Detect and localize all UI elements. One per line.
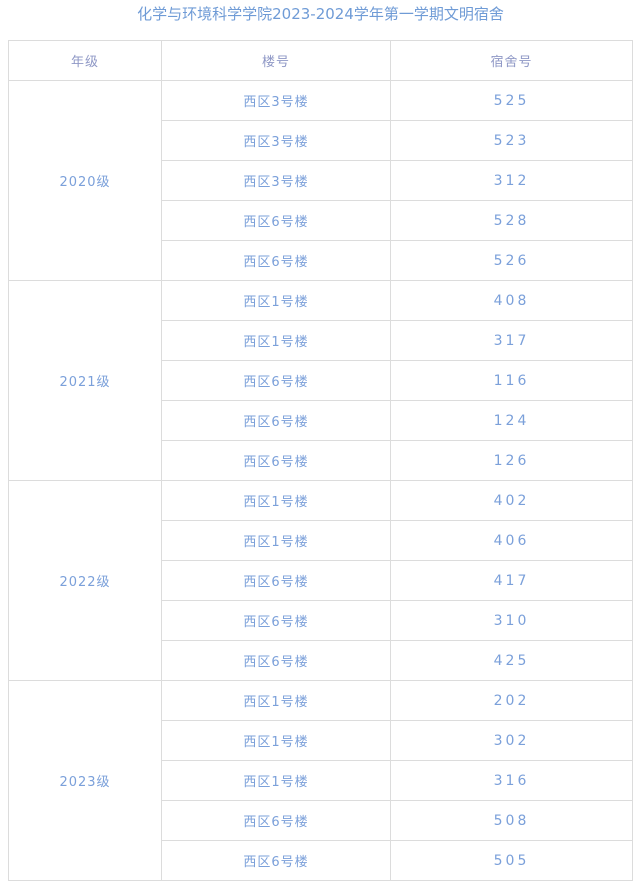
building-cell: 西区6号楼 [161, 360, 391, 401]
table-row: 西区6号楼 526 [9, 240, 633, 281]
room-cell: 202 [390, 680, 633, 721]
header-room: 宿舍号 [390, 40, 633, 81]
grade-cell: 2021级 [8, 280, 162, 481]
building-cell: 西区1号楼 [161, 280, 391, 321]
room-cell: 310 [390, 600, 633, 641]
building-cell: 西区1号楼 [161, 320, 391, 361]
room-cell: 523 [390, 120, 633, 161]
table-row: 2020级 西区3号楼 525 [8, 80, 633, 281]
room-cell: 408 [390, 280, 633, 321]
building-cell: 西区1号楼 [161, 480, 391, 521]
table-row: 西区6号楼 116 [9, 360, 633, 401]
grade-cell: 2020级 [8, 80, 162, 281]
grade-cell: 2023级 [8, 680, 162, 881]
table-row: 西区6号楼 310 [9, 600, 633, 641]
building-cell: 西区6号楼 [161, 800, 391, 841]
building-cell: 西区3号楼 [161, 120, 391, 161]
page-title: 化学与环境科学学院2023-2024学年第一学期文明宿舍 [137, 5, 504, 23]
room-cell: 417 [390, 560, 633, 601]
building-cell: 西区6号楼 [161, 640, 391, 681]
table-row: 西区3号楼 312 [9, 160, 633, 201]
room-cell: 402 [390, 480, 633, 521]
table-row: 西区6号楼 124 [9, 400, 633, 441]
table-header-row: 年级 楼号 宿舍号 [8, 40, 633, 81]
building-cell: 西区1号楼 [161, 760, 391, 801]
room-cell: 126 [390, 440, 633, 481]
table-row: 西区1号楼 302 [9, 720, 633, 761]
room-cell: 505 [390, 840, 633, 881]
room-cell: 124 [390, 400, 633, 441]
table-row: 西区1号楼 406 [9, 520, 633, 561]
building-cell: 西区1号楼 [161, 520, 391, 561]
building-cell: 西区1号楼 [161, 720, 391, 761]
table-row: 2021级 西区1号楼 408 [8, 280, 633, 481]
table-row: 西区6号楼 126 [9, 440, 633, 481]
table-row: 西区6号楼 528 [9, 200, 633, 241]
building-cell: 西区6号楼 [161, 200, 391, 241]
table-row: 西区6号楼 505 [9, 840, 633, 881]
building-cell: 西区3号楼 [161, 160, 391, 201]
grade-cell: 2022级 [8, 480, 162, 681]
building-cell: 西区6号楼 [161, 440, 391, 481]
header-grade: 年级 [8, 40, 162, 81]
table-row: 西区6号楼 417 [9, 560, 633, 601]
building-cell: 西区6号楼 [161, 240, 391, 281]
room-cell: 316 [390, 760, 633, 801]
room-cell: 116 [390, 360, 633, 401]
building-cell: 西区6号楼 [161, 400, 391, 441]
header-building: 楼号 [161, 40, 391, 81]
building-cell: 西区6号楼 [161, 840, 391, 881]
table-row: 西区1号楼 316 [9, 760, 633, 801]
room-cell: 406 [390, 520, 633, 561]
table-row: 西区1号楼 317 [9, 320, 633, 361]
dormitory-table: 年级 楼号 宿舍号 2020级 西区3号楼 525 西区3号楼 523 西区3号楼 312 西… [8, 40, 633, 881]
building-cell: 西区3号楼 [161, 80, 391, 121]
table-row: 西区3号楼 523 [9, 120, 633, 161]
room-cell: 508 [390, 800, 633, 841]
room-cell: 526 [390, 240, 633, 281]
room-cell: 525 [390, 80, 633, 121]
room-cell: 312 [390, 160, 633, 201]
room-cell: 425 [390, 640, 633, 681]
building-cell: 西区1号楼 [161, 680, 391, 721]
room-cell: 528 [390, 200, 633, 241]
table-row: 2023级 西区1号楼 202 [8, 680, 633, 881]
room-cell: 302 [390, 720, 633, 761]
building-cell: 西区6号楼 [161, 560, 391, 601]
table-row: 西区6号楼 508 [9, 800, 633, 841]
room-cell: 317 [390, 320, 633, 361]
table-row: 2022级 西区1号楼 402 [8, 480, 633, 681]
building-cell: 西区6号楼 [161, 600, 391, 641]
table-row: 西区6号楼 425 [9, 640, 633, 681]
